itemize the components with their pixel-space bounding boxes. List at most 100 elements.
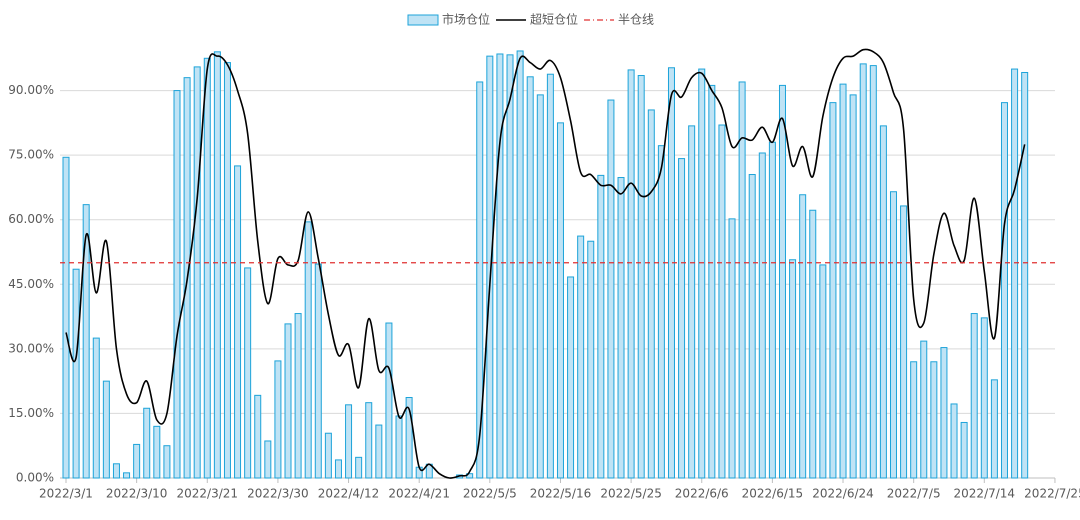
bar (778, 84, 786, 479)
y-tick-label: 0.00% (16, 471, 54, 485)
bar (506, 54, 514, 479)
bar (900, 205, 908, 479)
bar (819, 264, 827, 479)
bar (395, 415, 403, 479)
bar (577, 235, 585, 479)
bar (355, 456, 363, 479)
bar (849, 94, 857, 479)
bar (738, 81, 746, 479)
bar (698, 68, 706, 479)
x-tick-label: 2022/6/24 (812, 487, 874, 501)
bar (234, 165, 242, 479)
bar (244, 267, 252, 479)
x-tick-label: 2022/4/21 (388, 487, 450, 501)
bar (809, 209, 817, 479)
bar (153, 425, 161, 479)
bar (82, 204, 90, 479)
bar (254, 394, 262, 479)
bar (627, 69, 635, 479)
bar (223, 62, 231, 479)
y-tick-label: 90.00% (8, 83, 54, 97)
bar (950, 403, 958, 479)
bar (587, 240, 595, 479)
bar (1021, 71, 1029, 479)
bar (496, 53, 504, 479)
legend-label: 半仓线 (618, 13, 654, 27)
bar (859, 63, 867, 479)
bar (657, 145, 665, 479)
x-tick-label: 2022/3/1 (39, 487, 93, 501)
bar (728, 218, 736, 479)
y-tick-label: 60.00% (8, 212, 54, 226)
bar (667, 67, 675, 479)
bar (799, 194, 807, 479)
bar (92, 337, 100, 479)
bar (829, 102, 837, 479)
bar (556, 122, 564, 479)
bar (193, 66, 201, 479)
bar (637, 75, 645, 479)
bar (314, 263, 322, 479)
bar (365, 402, 373, 479)
bar (768, 141, 776, 479)
x-tick-label: 2022/6/6 (675, 487, 729, 501)
bar (748, 174, 756, 479)
bar (869, 65, 877, 479)
bar (617, 177, 625, 479)
bar (102, 380, 110, 479)
x-tick-label: 2022/3/10 (106, 487, 168, 501)
y-tick-label: 30.00% (8, 341, 54, 355)
bar (72, 268, 80, 479)
bar (62, 156, 70, 479)
bar (345, 404, 353, 479)
bar (375, 424, 383, 479)
bar (718, 124, 726, 479)
bar (546, 73, 554, 479)
bar (264, 440, 272, 479)
bar (708, 84, 716, 479)
x-tick-label: 2022/4/12 (318, 487, 380, 501)
legend-swatch (407, 14, 439, 26)
x-tick-label: 2022/7/5 (887, 487, 941, 501)
bar (960, 421, 968, 479)
bar (920, 340, 928, 479)
legend-label: 市场仓位 (442, 12, 490, 27)
bar (213, 51, 221, 479)
bar (990, 379, 998, 479)
bar (1011, 68, 1019, 479)
bar (688, 125, 696, 479)
bar (324, 432, 332, 479)
x-tick-label: 2022/5/16 (530, 487, 592, 501)
bar (567, 276, 575, 479)
bar (678, 158, 686, 479)
bar (889, 191, 897, 479)
bar (486, 55, 494, 479)
bar (910, 361, 918, 479)
bar (526, 76, 534, 479)
x-tick-label: 2022/3/21 (177, 487, 239, 501)
bar (385, 322, 393, 479)
bar (123, 472, 131, 479)
bar (112, 463, 120, 479)
bar (940, 347, 948, 479)
bar (173, 90, 181, 479)
y-tick-label: 45.00% (8, 277, 54, 291)
bar (597, 174, 605, 479)
bar (203, 57, 211, 479)
bar (879, 125, 887, 479)
x-tick-label: 2022/5/5 (463, 487, 517, 501)
x-tick-label: 2022/7/25 (1024, 487, 1080, 501)
x-tick-label: 2022/3/30 (247, 487, 309, 501)
legend-label: 超短仓位 (530, 12, 578, 27)
bar (405, 397, 413, 479)
bar (334, 459, 342, 479)
y-tick-label: 15.00% (8, 406, 54, 420)
bar (970, 313, 978, 479)
bar (163, 445, 171, 479)
bar (839, 83, 847, 479)
x-tick-label: 2022/7/14 (954, 487, 1016, 501)
x-tick-label: 2022/6/15 (742, 487, 804, 501)
bar (789, 259, 797, 479)
bar (1000, 102, 1008, 479)
